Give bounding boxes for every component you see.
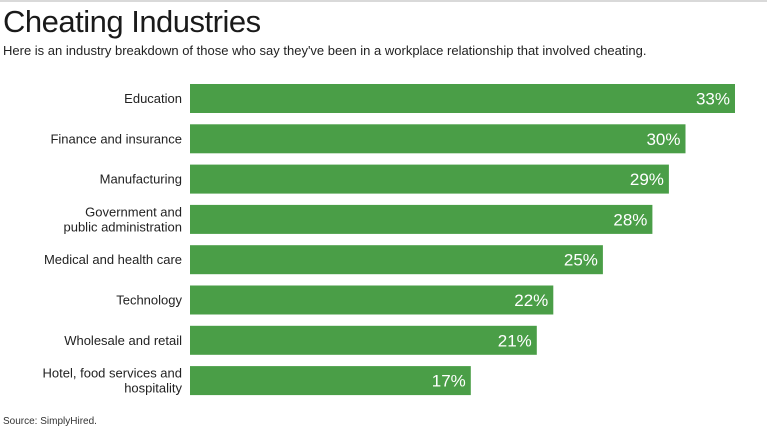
bar-2	[190, 164, 669, 194]
source-note: Source: SimplyHired.	[3, 416, 97, 427]
category-label-6: Wholesale and retail	[64, 333, 182, 348]
bar-value-label-7: 17%	[432, 372, 466, 391]
bar-5	[190, 285, 554, 315]
category-label-1: Finance and insurance	[50, 131, 182, 146]
category-label-line: hospitality	[124, 381, 182, 396]
bar-value-label-6: 21%	[498, 331, 532, 350]
category-label-line: Medical and health care	[44, 252, 182, 267]
category-label-line: Manufacturing	[100, 172, 182, 187]
bar-value-label-5: 22%	[514, 291, 548, 310]
category-label-line: Government and	[85, 204, 182, 219]
category-label-7: Hotel, food services and hospitality	[43, 366, 183, 396]
category-label-4: Medical and health care	[44, 252, 182, 267]
bar-4	[190, 245, 603, 275]
category-label-line: Finance and insurance	[50, 131, 182, 146]
category-label-5: Technology	[116, 293, 182, 308]
bar-value-label-1: 30%	[646, 130, 680, 149]
category-label-line: Wholesale and retail	[64, 333, 182, 348]
category-label-line: public administration	[63, 219, 182, 234]
bar-0	[190, 84, 735, 113]
category-label-2: Manufacturing	[100, 172, 182, 187]
category-label-0: Education	[124, 91, 182, 106]
category-label-line: Education	[124, 91, 182, 106]
bar-value-label-0: 33%	[696, 90, 730, 109]
bar-6	[190, 325, 537, 355]
chart-subtitle: Here is an industry breakdown of those w…	[3, 43, 647, 58]
bar-value-label-2: 29%	[630, 170, 664, 189]
bar-3	[190, 204, 653, 234]
category-label-line: Hotel, food services and	[43, 366, 182, 381]
bar-value-label-3: 28%	[613, 210, 647, 229]
bar-7	[190, 366, 471, 396]
bar-value-label-4: 25%	[564, 251, 598, 270]
bar-1	[190, 124, 686, 154]
category-label-3: Government and public administration	[63, 204, 182, 234]
top-rule	[0, 0, 767, 2]
category-label-line: Technology	[116, 293, 182, 308]
chart-title: Cheating Industries	[3, 4, 261, 39]
